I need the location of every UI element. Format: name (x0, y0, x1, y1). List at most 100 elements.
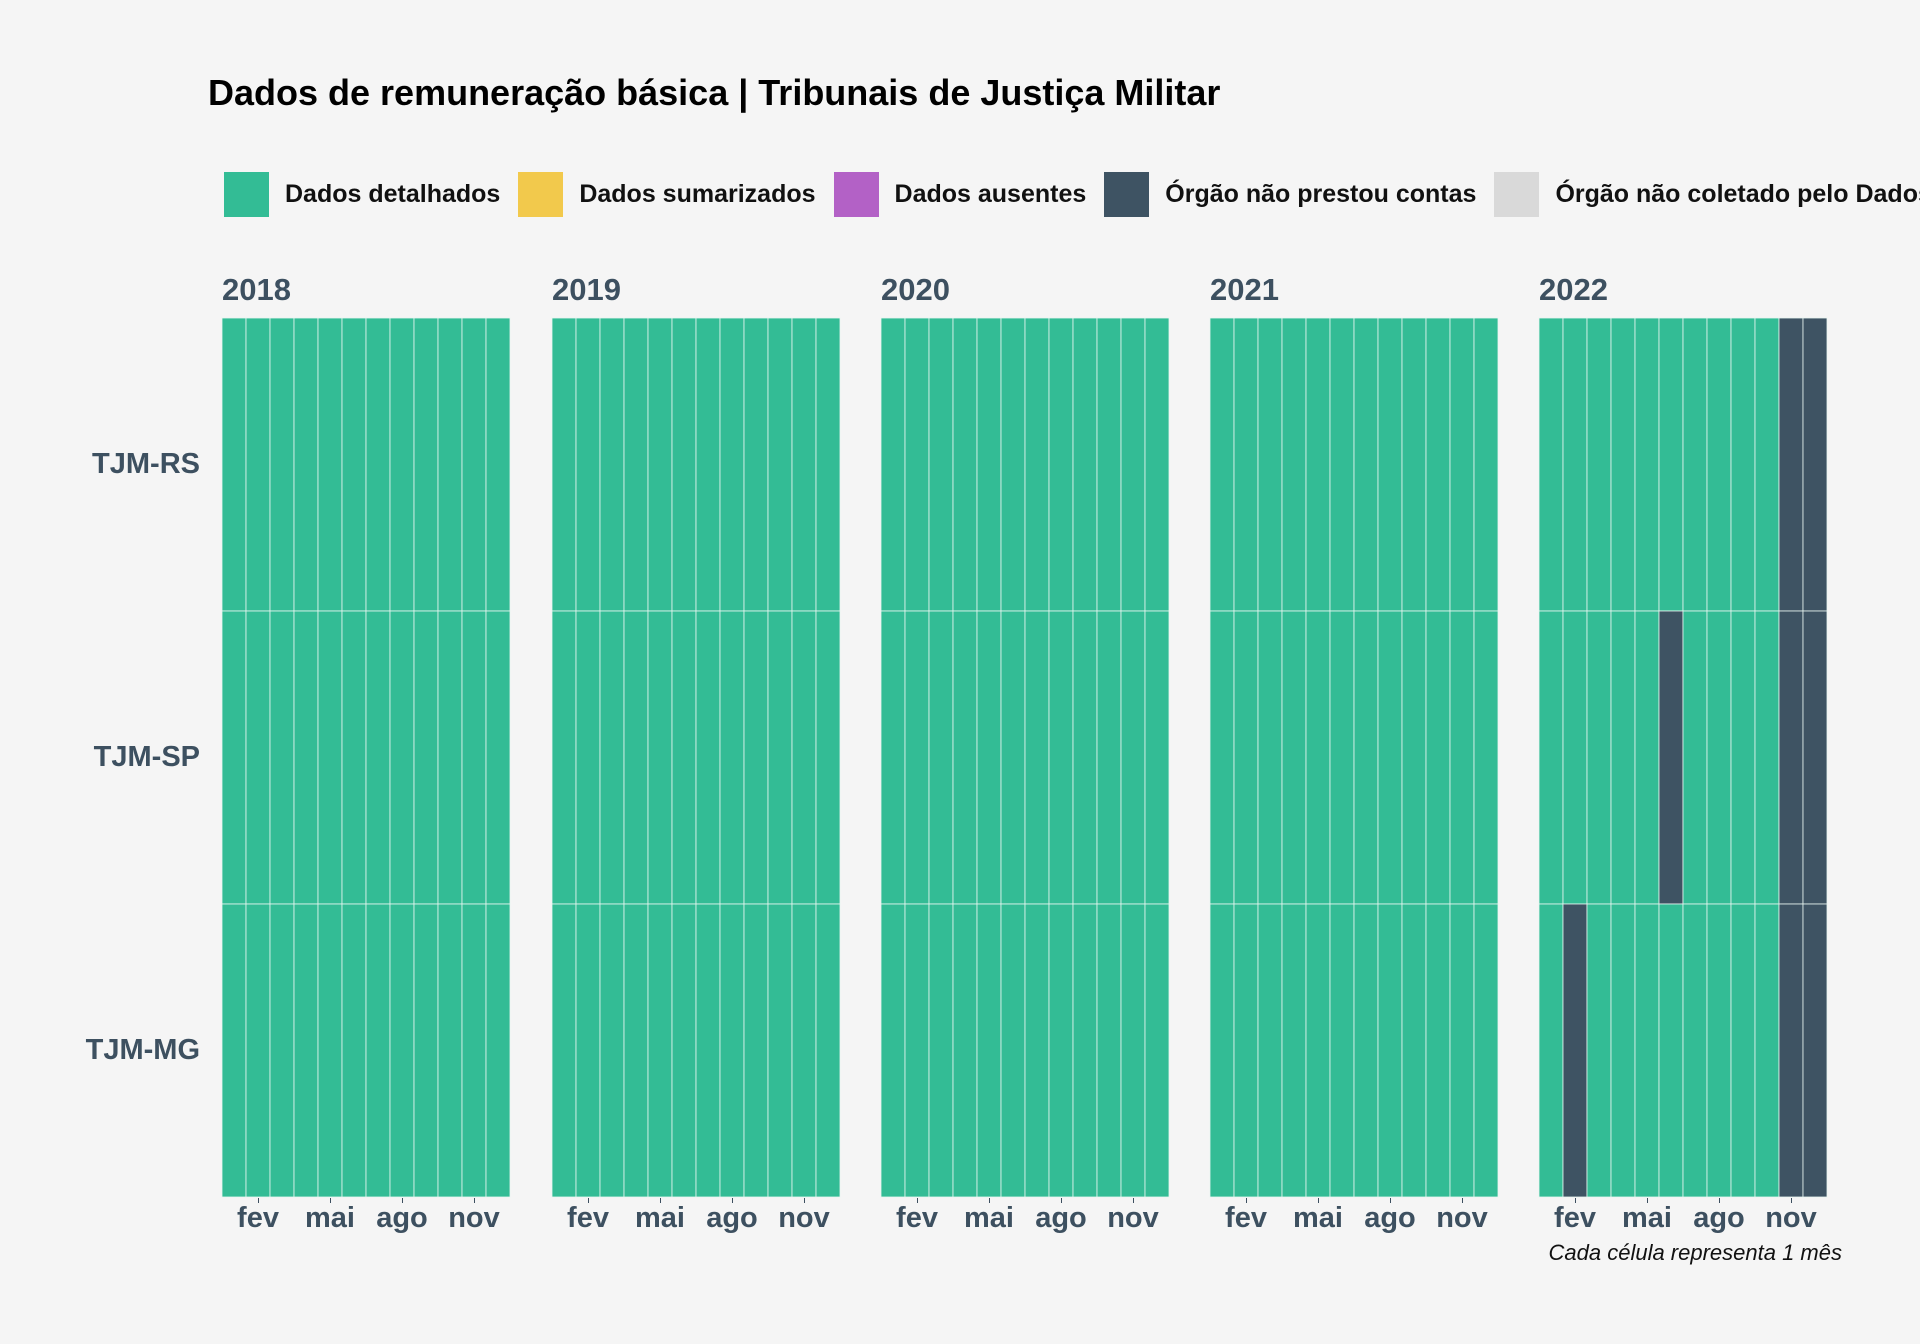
cell-tjm-sp-2019-jan (551, 610, 577, 905)
cell-tjm-mg-2019-jul (695, 903, 721, 1198)
cell-tjm-mg-2020-mar (928, 903, 954, 1198)
cell-tjm-sp-2020-nov (1120, 610, 1146, 905)
legend-swatch-ausentes (833, 172, 879, 217)
cell-tjm-mg-2018-jun (341, 903, 367, 1198)
cell-tjm-sp-2022-set (1730, 610, 1756, 905)
cell-tjm-sp-2022-abr (1610, 610, 1636, 905)
cell-tjm-rs-2021-dez (1473, 317, 1499, 612)
cell-tjm-rs-2018-jun (341, 317, 367, 612)
cell-tjm-sp-2020-mar (928, 610, 954, 905)
cell-tjm-rs-2020-nov (1120, 317, 1146, 612)
cell-tjm-mg-2018-dez (485, 903, 511, 1198)
x-tick-mark (588, 1198, 589, 1203)
cell-tjm-mg-2018-set (413, 903, 439, 1198)
cell-tjm-mg-2018-nov (461, 903, 487, 1198)
legend-item-detalhados: Dados detalhados (224, 172, 500, 217)
caption: Cada célula representa 1 mês (1548, 1240, 1843, 1265)
cell-tjm-mg-2018-ago (389, 903, 415, 1198)
cell-tjm-mg-2021-mai (1305, 903, 1331, 1198)
cell-tjm-rs-2022-out (1754, 317, 1780, 612)
x-tick-label-nov: nov (1765, 1202, 1817, 1234)
cell-tjm-rs-2020-mar (928, 317, 954, 612)
cell-tjm-sp-2021-mai (1305, 610, 1331, 905)
x-tick-mark (1246, 1198, 1247, 1203)
x-tick-mark (474, 1198, 475, 1203)
cell-tjm-rs-2019-nov (791, 317, 817, 612)
cell-tjm-sp-2021-mar (1257, 610, 1283, 905)
cell-tjm-mg-2018-fev (245, 903, 271, 1198)
cell-tjm-sp-2021-fev (1233, 610, 1259, 905)
cell-tjm-rs-2020-fev (904, 317, 930, 612)
x-tick-label-mai: mai (635, 1202, 685, 1234)
cell-tjm-mg-2022-set (1730, 903, 1756, 1198)
cell-tjm-sp-2018-jul (365, 610, 391, 905)
x-tick-mark (1061, 1198, 1062, 1203)
cell-tjm-mg-2022-jun (1658, 903, 1684, 1198)
cell-tjm-rs-2020-jun (1000, 317, 1026, 612)
cell-tjm-sp-2022-fev (1562, 610, 1588, 905)
cell-tjm-rs-2021-mai (1305, 317, 1331, 612)
x-tick-mark (1575, 1198, 1576, 1203)
cell-tjm-rs-2021-fev (1233, 317, 1259, 612)
cell-tjm-sp-2018-out (437, 610, 463, 905)
cell-tjm-rs-2020-out (1096, 317, 1122, 612)
cell-tjm-sp-2020-abr (952, 610, 978, 905)
cell-tjm-mg-2022-jul (1682, 903, 1708, 1198)
cell-tjm-mg-2020-dez (1144, 903, 1170, 1198)
cell-tjm-rs-2020-dez (1144, 317, 1170, 612)
cell-tjm-rs-2022-jun (1658, 317, 1684, 612)
cell-tjm-rs-2019-out (767, 317, 793, 612)
cell-tjm-mg-2022-mai (1634, 903, 1660, 1198)
cell-tjm-mg-2018-jul (365, 903, 391, 1198)
cell-tjm-mg-2020-jun (1000, 903, 1026, 1198)
cell-tjm-rs-2022-jul (1682, 317, 1708, 612)
cell-tjm-sp-2022-jun (1658, 610, 1684, 905)
cell-tjm-rs-2018-dez (485, 317, 511, 612)
cell-tjm-mg-2021-jan (1209, 903, 1235, 1198)
x-tick-label-mai: mai (305, 1202, 355, 1234)
cell-tjm-sp-2021-nov (1449, 610, 1475, 905)
cell-tjm-mg-2019-mai (647, 903, 673, 1198)
x-tick-mark (1133, 1198, 1134, 1203)
cell-tjm-mg-2021-mar (1257, 903, 1283, 1198)
cell-tjm-mg-2019-ago (719, 903, 745, 1198)
cell-tjm-sp-2018-jun (341, 610, 367, 905)
cell-tjm-sp-2019-fev (575, 610, 601, 905)
x-tick-label-ago: ago (1364, 1202, 1416, 1234)
cell-tjm-rs-2019-dez (815, 317, 841, 612)
cell-tjm-sp-2018-abr (293, 610, 319, 905)
cell-tjm-rs-2019-mar (599, 317, 625, 612)
cell-tjm-rs-2018-jan (221, 317, 247, 612)
cell-tjm-sp-2020-dez (1144, 610, 1170, 905)
x-tick-mark (804, 1198, 805, 1203)
cell-tjm-rs-2019-set (743, 317, 769, 612)
x-tick-label-nov: nov (778, 1202, 830, 1234)
cell-tjm-rs-2021-set (1401, 317, 1427, 612)
x-tick-label-ago: ago (706, 1202, 758, 1234)
cell-tjm-mg-2021-dez (1473, 903, 1499, 1198)
cell-tjm-rs-2018-mar (269, 317, 295, 612)
year-label-2019: 2019 (552, 272, 621, 307)
cell-tjm-sp-2019-out (767, 610, 793, 905)
x-tick-label-nov: nov (448, 1202, 500, 1234)
cell-tjm-sp-2019-set (743, 610, 769, 905)
cell-tjm-sp-2019-nov (791, 610, 817, 905)
x-tick-label-mai: mai (964, 1202, 1014, 1234)
cell-tjm-rs-2019-fev (575, 317, 601, 612)
cell-tjm-sp-2021-jul (1353, 610, 1379, 905)
cell-tjm-mg-2022-abr (1610, 903, 1636, 1198)
cell-tjm-mg-2020-jul (1024, 903, 1050, 1198)
x-tick-label-fev: fev (567, 1202, 609, 1234)
cell-tjm-rs-2019-jul (695, 317, 721, 612)
cell-tjm-rs-2020-set (1072, 317, 1098, 612)
cell-tjm-rs-2022-set (1730, 317, 1756, 612)
cell-tjm-sp-2018-mai (317, 610, 343, 905)
cell-tjm-rs-2022-mai (1634, 317, 1660, 612)
x-tick-mark (1318, 1198, 1319, 1203)
cell-tjm-rs-2021-jan (1209, 317, 1235, 612)
cell-tjm-rs-2020-jul (1024, 317, 1050, 612)
cell-tjm-mg-2022-out (1754, 903, 1780, 1198)
cell-tjm-sp-2018-nov (461, 610, 487, 905)
cell-tjm-sp-2020-jan (880, 610, 906, 905)
